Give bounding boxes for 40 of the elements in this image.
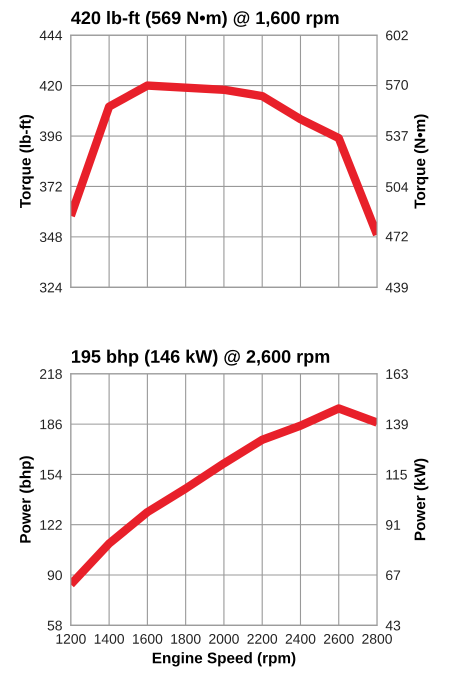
y2-tick-label: 43 [386,620,400,630]
y-tick-label: 122 [40,520,62,530]
y-tick-label: 186 [40,419,62,430]
x-tick-label: 1400 [94,634,124,644]
y2-tick-label: 163 [386,369,408,379]
y2-tick-label: 67 [386,570,400,580]
y2-tick-label: 439 [386,282,408,292]
y-tick-label: 218 [40,369,62,379]
y-axis-title: Power (bhp) [20,456,34,543]
chart-title: 420 lb-ft (569 N•m) @ 1,600 rpm [71,10,338,28]
y-tick-label: 58 [48,620,62,630]
x-tick-label: 2200 [247,634,278,644]
x-tick-label: 2000 [209,634,239,644]
x-tick-label: 1800 [171,634,201,644]
y2-tick-label: 504 [386,182,408,192]
y-tick-label: 348 [40,232,62,242]
y2-tick-label: 537 [386,131,408,141]
y2-tick-label: 91 [386,520,400,530]
x-tick-label: 2800 [362,634,392,644]
y-tick-label: 420 [40,80,62,91]
x-axis-title: Engine Speed (rpm) [152,652,296,666]
y-tick-label: 372 [40,182,62,192]
y2-tick-label: 570 [386,80,408,90]
y-tick-label: 90 [48,570,62,580]
y-tick-label: 444 [40,30,62,40]
chart-title: 195 bhp (146 kW) @ 2,600 rpm [72,350,330,366]
y2-tick-label: 115 [386,470,407,480]
x-tick-label: 1600 [132,634,162,644]
y-tick-label: 154 [40,470,62,480]
y-tick-label: 396 [40,131,62,142]
y2-axis-title: Power (kW) [414,458,428,540]
x-tick-label: 1200 [56,634,86,644]
y2-tick-label: 139 [386,419,408,430]
y-tick-label: 324 [40,282,62,292]
y2-axis-title: Torque (N•m) [414,114,428,209]
x-tick-label: 2400 [286,634,316,644]
y2-tick-label: 472 [386,232,408,242]
y-axis-title: Torque (lb-ft) [20,115,34,208]
x-tick-label: 2600 [324,634,354,644]
y2-tick-label: 602 [386,30,408,40]
